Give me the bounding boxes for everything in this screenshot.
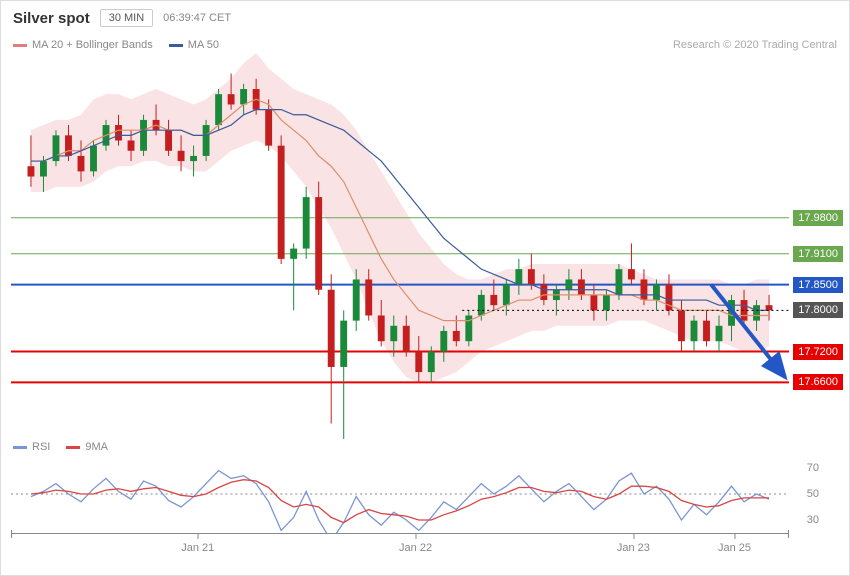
legend-swatch — [66, 446, 80, 449]
attribution: Research © 2020 Trading Central — [673, 39, 837, 51]
price-level-label: 17.6600 — [793, 374, 843, 390]
rsi-chart[interactable]: 305070 — [11, 455, 789, 533]
price-level-label: 17.8500 — [793, 277, 843, 293]
legend-item: MA 50 — [169, 39, 219, 51]
xaxis-tick: Jan 23 — [617, 534, 650, 554]
price-level-label: 17.9800 — [793, 210, 843, 226]
main-legend-row: MA 20 + Bollinger Bands MA 50 Research © … — [1, 35, 849, 53]
legend-item: MA 20 + Bollinger Bands — [13, 39, 153, 51]
timeframe-badge[interactable]: 30 MIN — [100, 9, 153, 27]
price-level-label: 17.8000 — [793, 302, 843, 318]
xaxis-tick: Jan 22 — [399, 534, 432, 554]
price-chart-svg — [11, 53, 789, 439]
rsi-chart-svg — [11, 455, 789, 533]
legend-swatch — [169, 44, 183, 47]
time-axis: Jan 21 Jan 22 Jan 23 Jan 25 — [11, 533, 789, 561]
price-level-label: 17.9100 — [793, 246, 843, 262]
legend-label: MA 20 + Bollinger Bands — [32, 39, 153, 51]
xaxis-tick: Jan 25 — [718, 534, 751, 554]
xaxis-tick: Jan 21 — [181, 534, 214, 554]
legend-swatch — [13, 446, 27, 449]
legend-swatch — [13, 44, 27, 47]
chart-header: Silver spot 30 MIN 06:39:47 CET — [1, 1, 849, 35]
rsi-axis-label: 30 — [807, 514, 819, 526]
price-chart[interactable]: 17.980017.910017.850017.800017.720017.66… — [11, 53, 789, 439]
price-level-label: 17.7200 — [793, 344, 843, 360]
rsi-axis-label: 50 — [807, 488, 819, 500]
rsi-axis-label: 70 — [807, 462, 819, 474]
instrument-title: Silver spot — [13, 10, 90, 27]
timestamp: 06:39:47 CET — [163, 12, 231, 24]
legend-label: MA 50 — [188, 39, 219, 51]
